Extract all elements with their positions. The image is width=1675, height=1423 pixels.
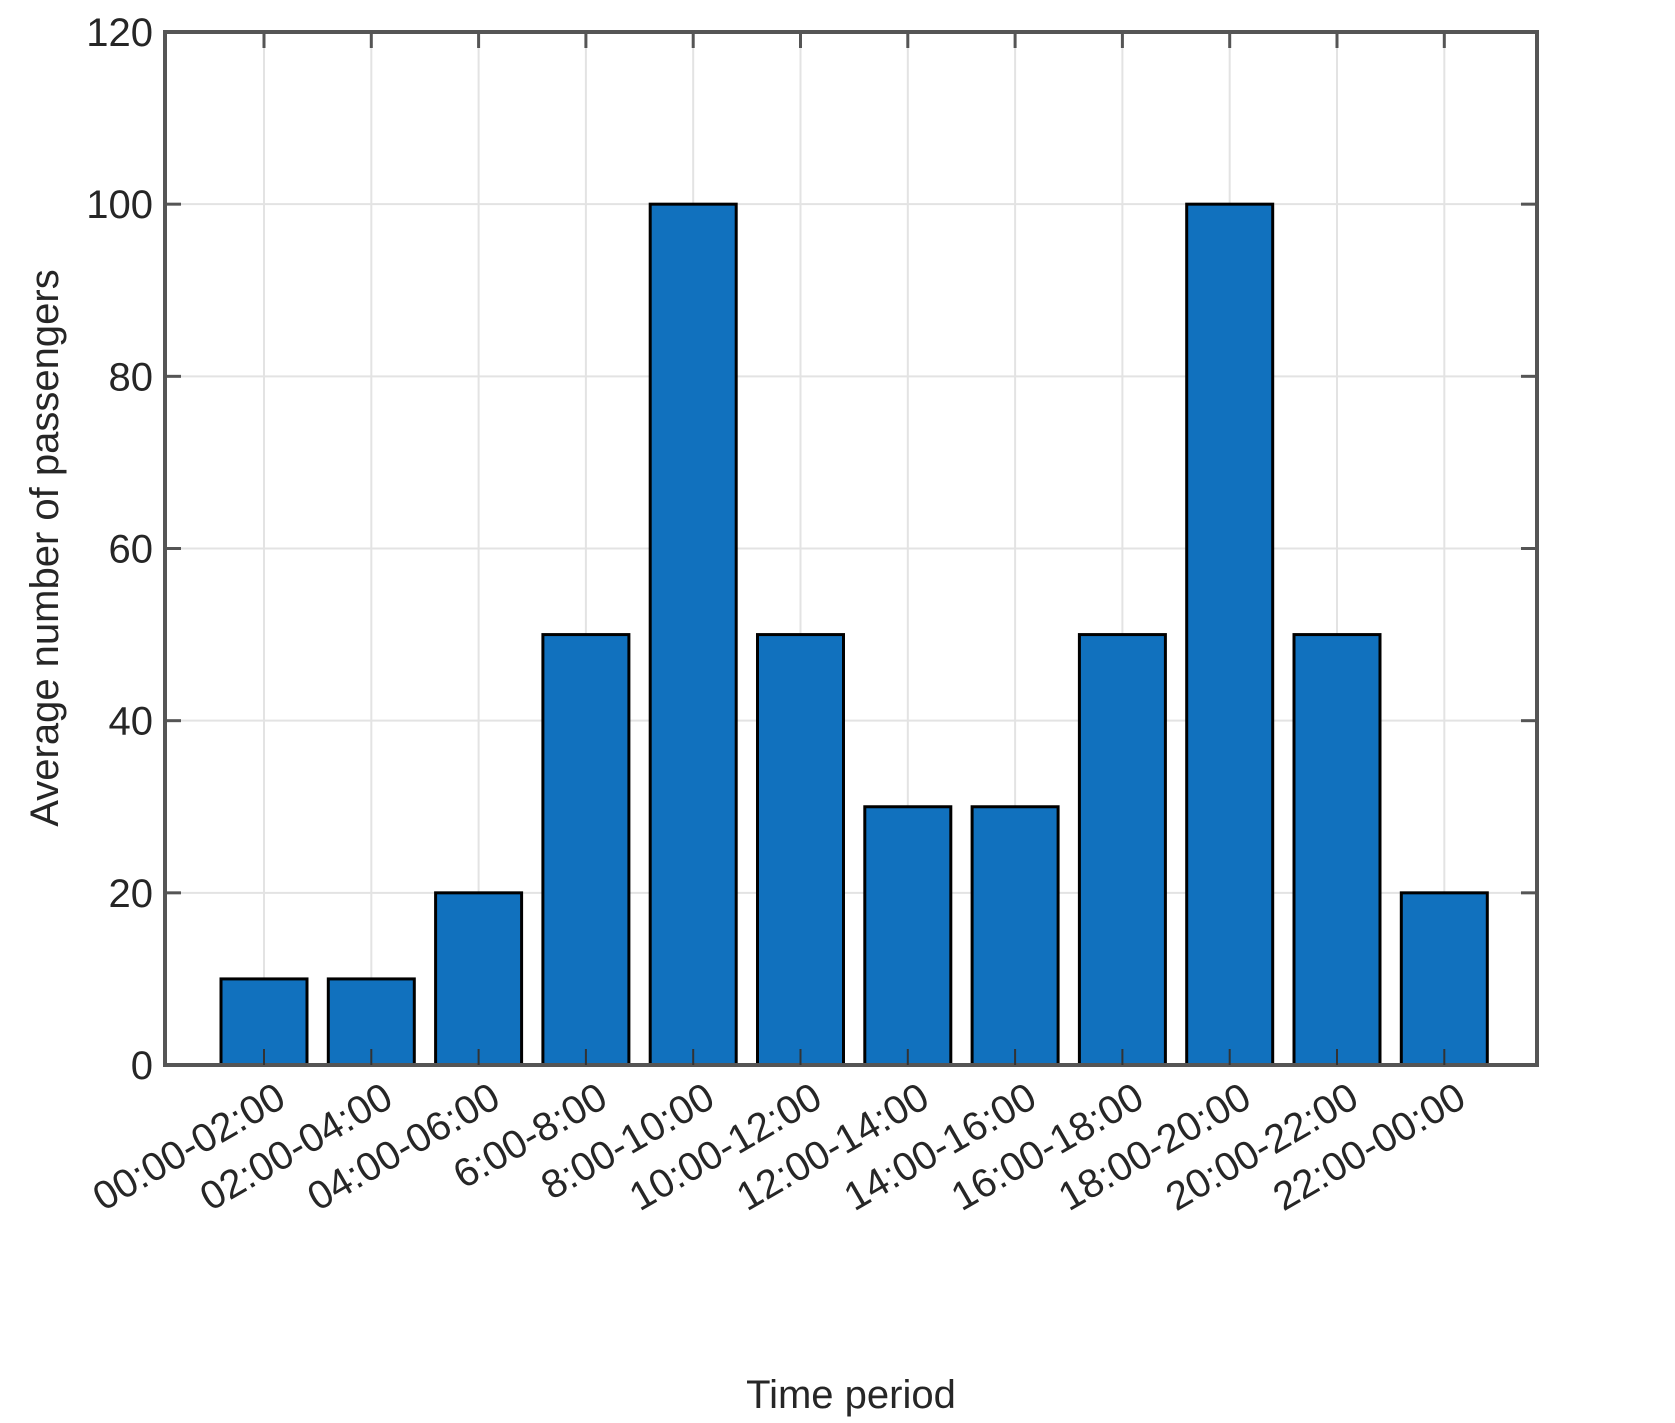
bar — [863, 805, 953, 1067]
y-axis-title: Average number of passengers — [23, 269, 67, 826]
bar — [1292, 633, 1382, 1067]
x-tick-labels: 00:00-02:0002:00-04:0004:00-06:006:00-8:… — [86, 1075, 1473, 1220]
bar — [648, 202, 738, 1067]
y-tick-labels: 0 20 40 60 80 100 120 — [86, 11, 153, 1088]
bar — [756, 633, 845, 1067]
y-tick-label: 20 — [109, 872, 154, 916]
y-tick-label: 0 — [131, 1044, 153, 1088]
y-tick-label: 80 — [109, 355, 154, 399]
bar — [1077, 633, 1167, 1067]
y-tick-label: 60 — [109, 528, 154, 572]
bar — [434, 891, 524, 1067]
bar — [1185, 202, 1275, 1067]
bars — [219, 202, 1489, 1067]
y-tick-label: 120 — [86, 11, 153, 55]
axis-ticks — [165, 30, 1537, 1067]
y-tick-label: 100 — [86, 183, 153, 227]
bar — [970, 805, 1060, 1067]
bar — [541, 633, 631, 1067]
bar — [1399, 891, 1489, 1067]
y-tick-label: 40 — [109, 700, 154, 744]
x-axis-title: Time period — [746, 1373, 956, 1417]
